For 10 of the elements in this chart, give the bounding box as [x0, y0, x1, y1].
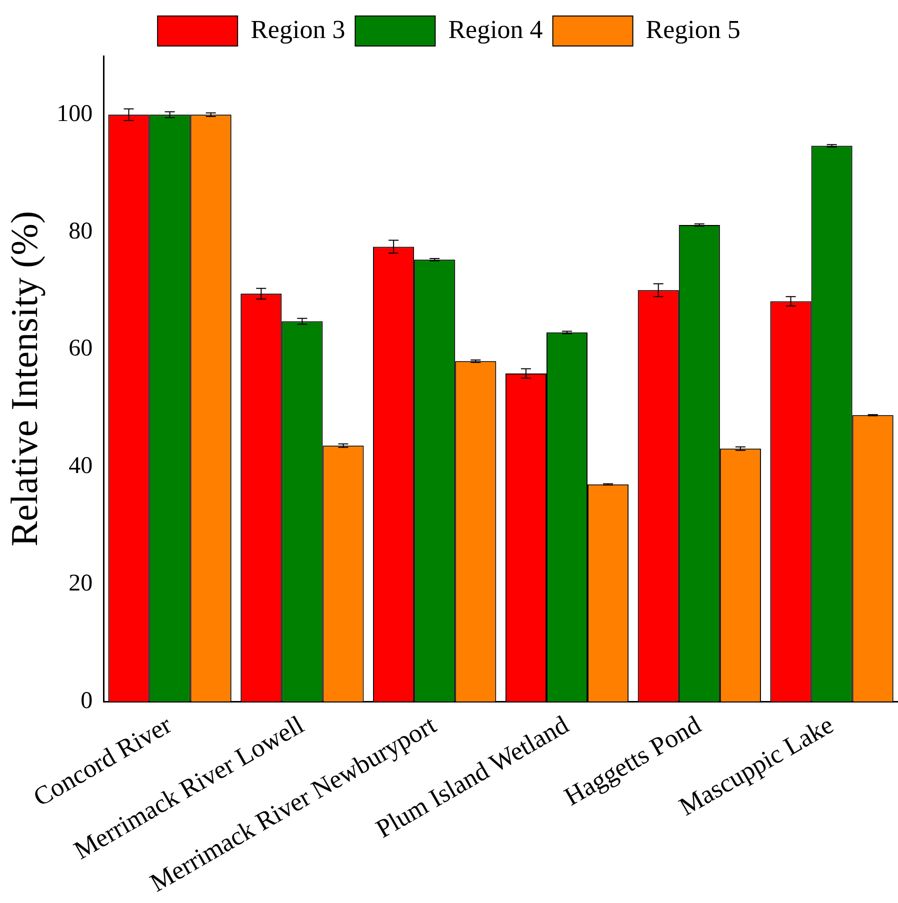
- y-tick-label: 0: [80, 688, 93, 714]
- legend-label: Region 3: [250, 14, 346, 44]
- y-axis-title: Relative Intensity (%): [4, 210, 46, 547]
- y-tick-label: 80: [68, 218, 93, 244]
- legend-label: Region 5: [646, 14, 740, 44]
- y-tick-label: 60: [68, 336, 93, 362]
- y-tick-label: 40: [68, 453, 93, 480]
- y-tick-label: 20: [68, 570, 93, 596]
- y-tick-label: 100: [56, 100, 93, 127]
- legend-label: Region 4: [448, 14, 543, 44]
